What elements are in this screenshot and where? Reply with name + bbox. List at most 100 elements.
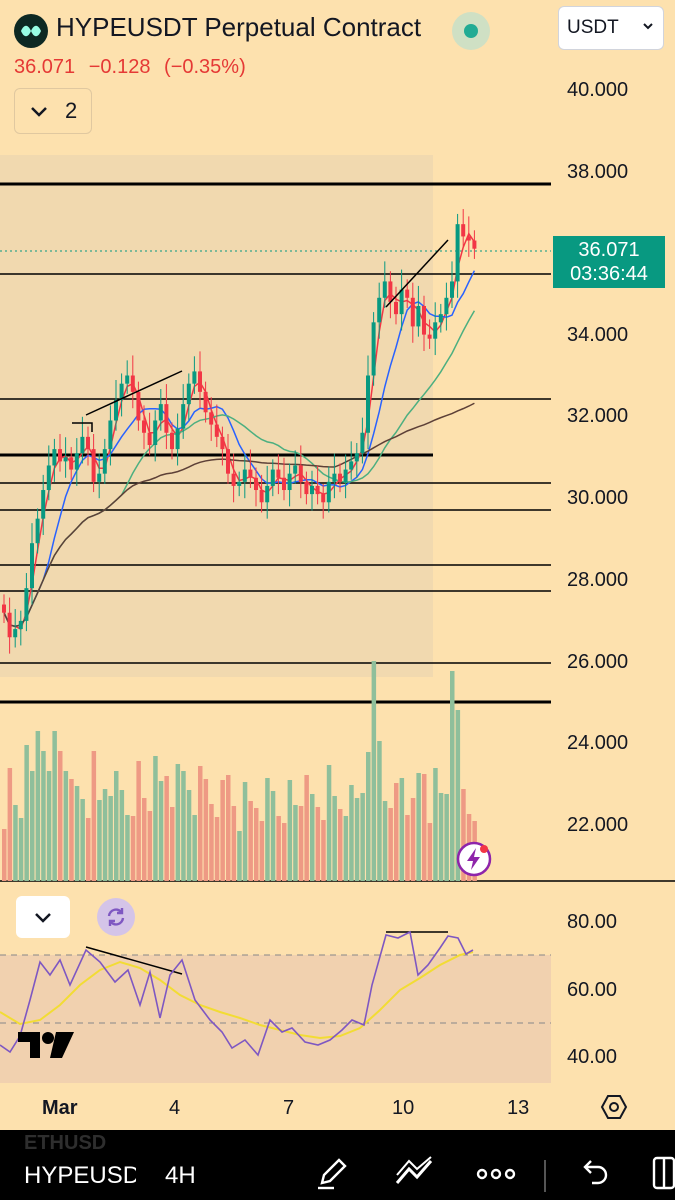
- volume-bar: [371, 661, 377, 881]
- currency-select[interactable]: USDT: [558, 6, 664, 50]
- volume-bar: [125, 815, 130, 881]
- candle-body: [13, 629, 18, 638]
- candle-body: [192, 371, 197, 384]
- volume-bar: [254, 808, 259, 881]
- candle-body: [315, 485, 320, 495]
- candle-body: [198, 371, 202, 392]
- candle-body: [209, 412, 214, 425]
- candle-body: [119, 383, 124, 401]
- trend-lines-icon[interactable]: [395, 1155, 435, 1191]
- candle-body: [254, 477, 258, 491]
- candle-body: [360, 432, 365, 454]
- candle-body: [24, 588, 29, 621]
- candle-body: [343, 469, 348, 482]
- candle-body: [125, 375, 130, 384]
- candle-body: [354, 453, 359, 462]
- volume-bar: [455, 710, 461, 881]
- oscillator-d-line: [0, 951, 474, 1040]
- oscillator-band: [0, 955, 551, 1083]
- volume-bar: [388, 808, 393, 881]
- volume-bar: [276, 816, 281, 881]
- candle-body: [270, 469, 275, 486]
- more-icon[interactable]: [476, 1164, 516, 1184]
- refresh-icon[interactable]: [97, 898, 135, 936]
- candle-body: [18, 620, 23, 630]
- volume-bar: [248, 801, 253, 881]
- volume-bar: [315, 807, 321, 881]
- volume-bar: [394, 783, 399, 881]
- volume-bar: [175, 764, 181, 881]
- volume-bar: [382, 801, 388, 881]
- volume-bar: [203, 779, 209, 881]
- candle-body: [214, 424, 219, 437]
- volume-bar: [270, 791, 276, 881]
- volume-bar: [321, 820, 326, 881]
- candle-body: [58, 449, 62, 462]
- candle-body: [231, 473, 236, 486]
- candle-body: [170, 432, 174, 450]
- pen-icon[interactable]: [314, 1155, 350, 1191]
- ma-long-line: [3, 402, 475, 628]
- candle-body: [472, 240, 477, 249]
- time-axis-label: 10: [392, 1097, 415, 1119]
- volume-bar: [164, 776, 169, 881]
- candle-body: [153, 420, 158, 446]
- volume-bar: [231, 806, 237, 881]
- volume-bar: [13, 805, 18, 881]
- hexagon-settings-icon[interactable]: [600, 1093, 628, 1121]
- candle-body: [282, 477, 286, 491]
- price-change: −0.128: [88, 56, 151, 78]
- lightning-icon[interactable]: [456, 841, 492, 877]
- time-axis-label: Mar: [42, 1097, 78, 1119]
- hyperliquid-logo-icon: [14, 14, 48, 48]
- current-price-value: 36.071: [578, 239, 640, 261]
- volume-bar: [298, 806, 304, 881]
- volume-bar: [192, 815, 197, 881]
- volume-bar: [119, 790, 125, 881]
- interval-button[interactable]: 4H: [165, 1162, 196, 1189]
- volume-bar: [349, 785, 354, 881]
- candle-body: [237, 481, 242, 486]
- layout-icon[interactable]: [650, 1155, 675, 1191]
- volume-bar: [130, 816, 136, 881]
- candle-body: [158, 404, 163, 421]
- oscillator-toggle-button[interactable]: [16, 896, 70, 938]
- candle-body: [304, 481, 309, 495]
- live-status-dot-icon: [452, 12, 490, 50]
- candle-body: [321, 494, 326, 503]
- candle-body: [466, 236, 471, 241]
- candle-body: [248, 469, 253, 478]
- volume-bar: [259, 821, 265, 881]
- candle-body: [410, 297, 415, 327]
- candle-body: [388, 281, 393, 302]
- symbol-button[interactable]: HYPEUSDT: [24, 1162, 136, 1189]
- time-axis-label: 13: [507, 1097, 530, 1119]
- candle-body: [326, 481, 331, 503]
- candle-body: [371, 322, 376, 376]
- candle-body: [108, 420, 113, 450]
- toolbar-divider: [544, 1160, 546, 1192]
- volume-bar: [114, 771, 119, 881]
- time-axis-label: 4: [169, 1097, 181, 1119]
- price-axis-label: 30.000: [567, 487, 629, 509]
- candle-body: [366, 375, 370, 433]
- volume-bar: [52, 731, 57, 881]
- candle-body: [86, 436, 90, 450]
- candle-body: [164, 404, 169, 433]
- symbol-title[interactable]: HYPEUSDT Perpetual Contract: [56, 12, 422, 42]
- volume-bar: [366, 752, 371, 881]
- candle-body: [382, 281, 387, 298]
- candle-body: [175, 428, 180, 450]
- candle-body: [461, 224, 466, 237]
- chevron-down-icon: [643, 23, 653, 30]
- undo-icon[interactable]: [578, 1155, 610, 1187]
- price-axis-label: 34.000: [567, 324, 629, 346]
- oscillator-k-line: [0, 930, 474, 1057]
- candle-body: [394, 301, 398, 315]
- indicators-toggle-button[interactable]: 2: [14, 88, 92, 134]
- volume-bar: [377, 741, 382, 881]
- last-price: 36.071: [14, 56, 76, 78]
- candle-body: [399, 289, 404, 315]
- candle-body: [30, 543, 34, 589]
